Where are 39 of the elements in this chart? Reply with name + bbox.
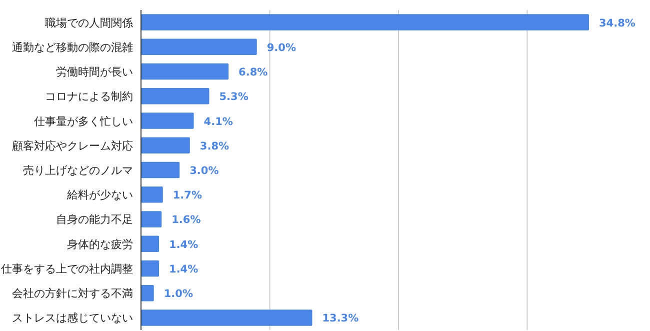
y-tick-label: 顧客対応やクレーム対応 [12, 139, 133, 152]
bar [141, 186, 163, 203]
data-label: 1.7% [172, 190, 202, 202]
bar [141, 284, 154, 302]
data-label: 34.8% [599, 17, 636, 30]
data-label: 3.8% [200, 140, 230, 152]
data-label: 4.1% [204, 116, 234, 128]
bar [141, 211, 162, 228]
data-label: 1.4% [169, 263, 199, 276]
y-tick-label: 売り上げなどのノルマ [23, 164, 133, 177]
data-label: 6.8% [238, 66, 268, 79]
y-tick-label: 労働時間が長い [56, 66, 133, 79]
bar [141, 310, 312, 326]
data-label: 1.0% [164, 288, 194, 300]
y-tick-label: 仕事をする上での社内調整 [1, 262, 133, 276]
bar [141, 260, 160, 277]
y-tick-label: 職場での人間関係 [45, 16, 133, 30]
y-tick-label: 仕事量が多く忙しい [34, 114, 133, 128]
bar [141, 88, 210, 104]
bar [141, 63, 229, 80]
data-label: 3.0% [190, 165, 220, 177]
y-tick-label: 給料が少ない [66, 188, 133, 202]
y-tick-label: ストレスは感じていない [12, 312, 133, 325]
data-label: 1.6% [172, 214, 202, 226]
bar [141, 137, 190, 154]
y-tick-label: 自身の能力不足 [56, 213, 133, 226]
bar [141, 14, 589, 30]
data-label: 13.3% [322, 312, 360, 325]
y-tick-label: 会社の方針に対する不満 [12, 287, 133, 300]
bar [141, 162, 180, 178]
bar [141, 112, 194, 129]
y-tick-label: 身体的な疲労 [67, 238, 133, 251]
data-label: 5.3% [219, 91, 249, 104]
data-label: 1.4% [169, 238, 199, 251]
y-tick-label: 通勤など移動の際の混雑 [12, 40, 133, 54]
data-label: 9.0% [266, 42, 296, 54]
bar [141, 38, 257, 56]
bar [141, 236, 160, 252]
y-tick-label: コロナによる制約 [45, 90, 133, 104]
